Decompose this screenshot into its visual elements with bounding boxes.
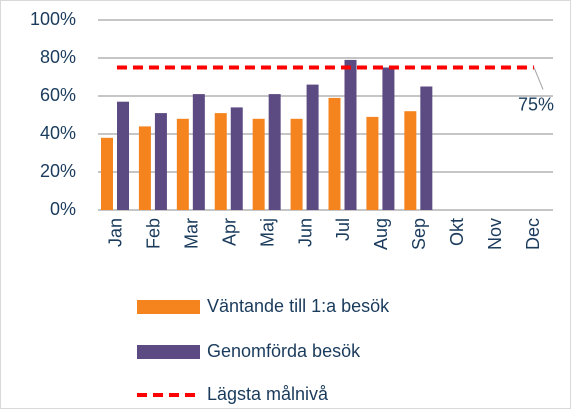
bar bbox=[230, 107, 243, 210]
bar bbox=[382, 67, 395, 210]
x-tick-label: Jan bbox=[106, 218, 126, 247]
bar bbox=[268, 94, 281, 210]
x-tick-label: Mar bbox=[182, 218, 202, 249]
bar bbox=[328, 97, 341, 210]
legend-label: Väntande till 1:a besök bbox=[207, 296, 390, 316]
x-tick-label: Apr bbox=[219, 218, 239, 246]
leader-line bbox=[533, 67, 544, 90]
x-tick-label: Okt bbox=[447, 218, 467, 246]
x-tick-label: Aug bbox=[371, 218, 391, 250]
y-tick-label: 20% bbox=[40, 161, 76, 181]
bar bbox=[290, 118, 303, 210]
bar bbox=[117, 101, 129, 210]
y-tick-label: 80% bbox=[40, 47, 76, 67]
x-tick-label: Nov bbox=[485, 218, 505, 250]
bar bbox=[420, 86, 433, 210]
x-tick-label: Jun bbox=[295, 218, 315, 247]
y-tick-label: 60% bbox=[40, 85, 76, 105]
bar bbox=[252, 118, 265, 210]
bar bbox=[101, 137, 113, 210]
bar bbox=[138, 126, 151, 210]
bar bbox=[214, 113, 227, 210]
bar bbox=[306, 84, 319, 210]
legend-label: Lägsta målnivå bbox=[207, 384, 329, 404]
bar bbox=[176, 118, 189, 210]
y-tick-label: 40% bbox=[40, 123, 76, 143]
bar bbox=[366, 116, 379, 210]
bar bbox=[154, 113, 167, 210]
legend-swatch bbox=[137, 300, 200, 314]
x-tick-label: Maj bbox=[257, 218, 277, 247]
legend-label: Genomförda besök bbox=[207, 341, 361, 361]
y-tick-label: 100% bbox=[30, 9, 76, 29]
bar bbox=[344, 59, 357, 211]
legend-swatch bbox=[137, 345, 200, 359]
y-tick-label: 0% bbox=[50, 199, 76, 219]
data-label: 75% bbox=[518, 94, 554, 114]
x-tick-label: Sep bbox=[409, 218, 429, 250]
x-tick-label: Jul bbox=[333, 218, 353, 241]
bar bbox=[192, 94, 205, 210]
x-tick-label: Dec bbox=[523, 218, 543, 250]
x-tick-label: Feb bbox=[144, 218, 164, 249]
bar bbox=[404, 111, 417, 210]
